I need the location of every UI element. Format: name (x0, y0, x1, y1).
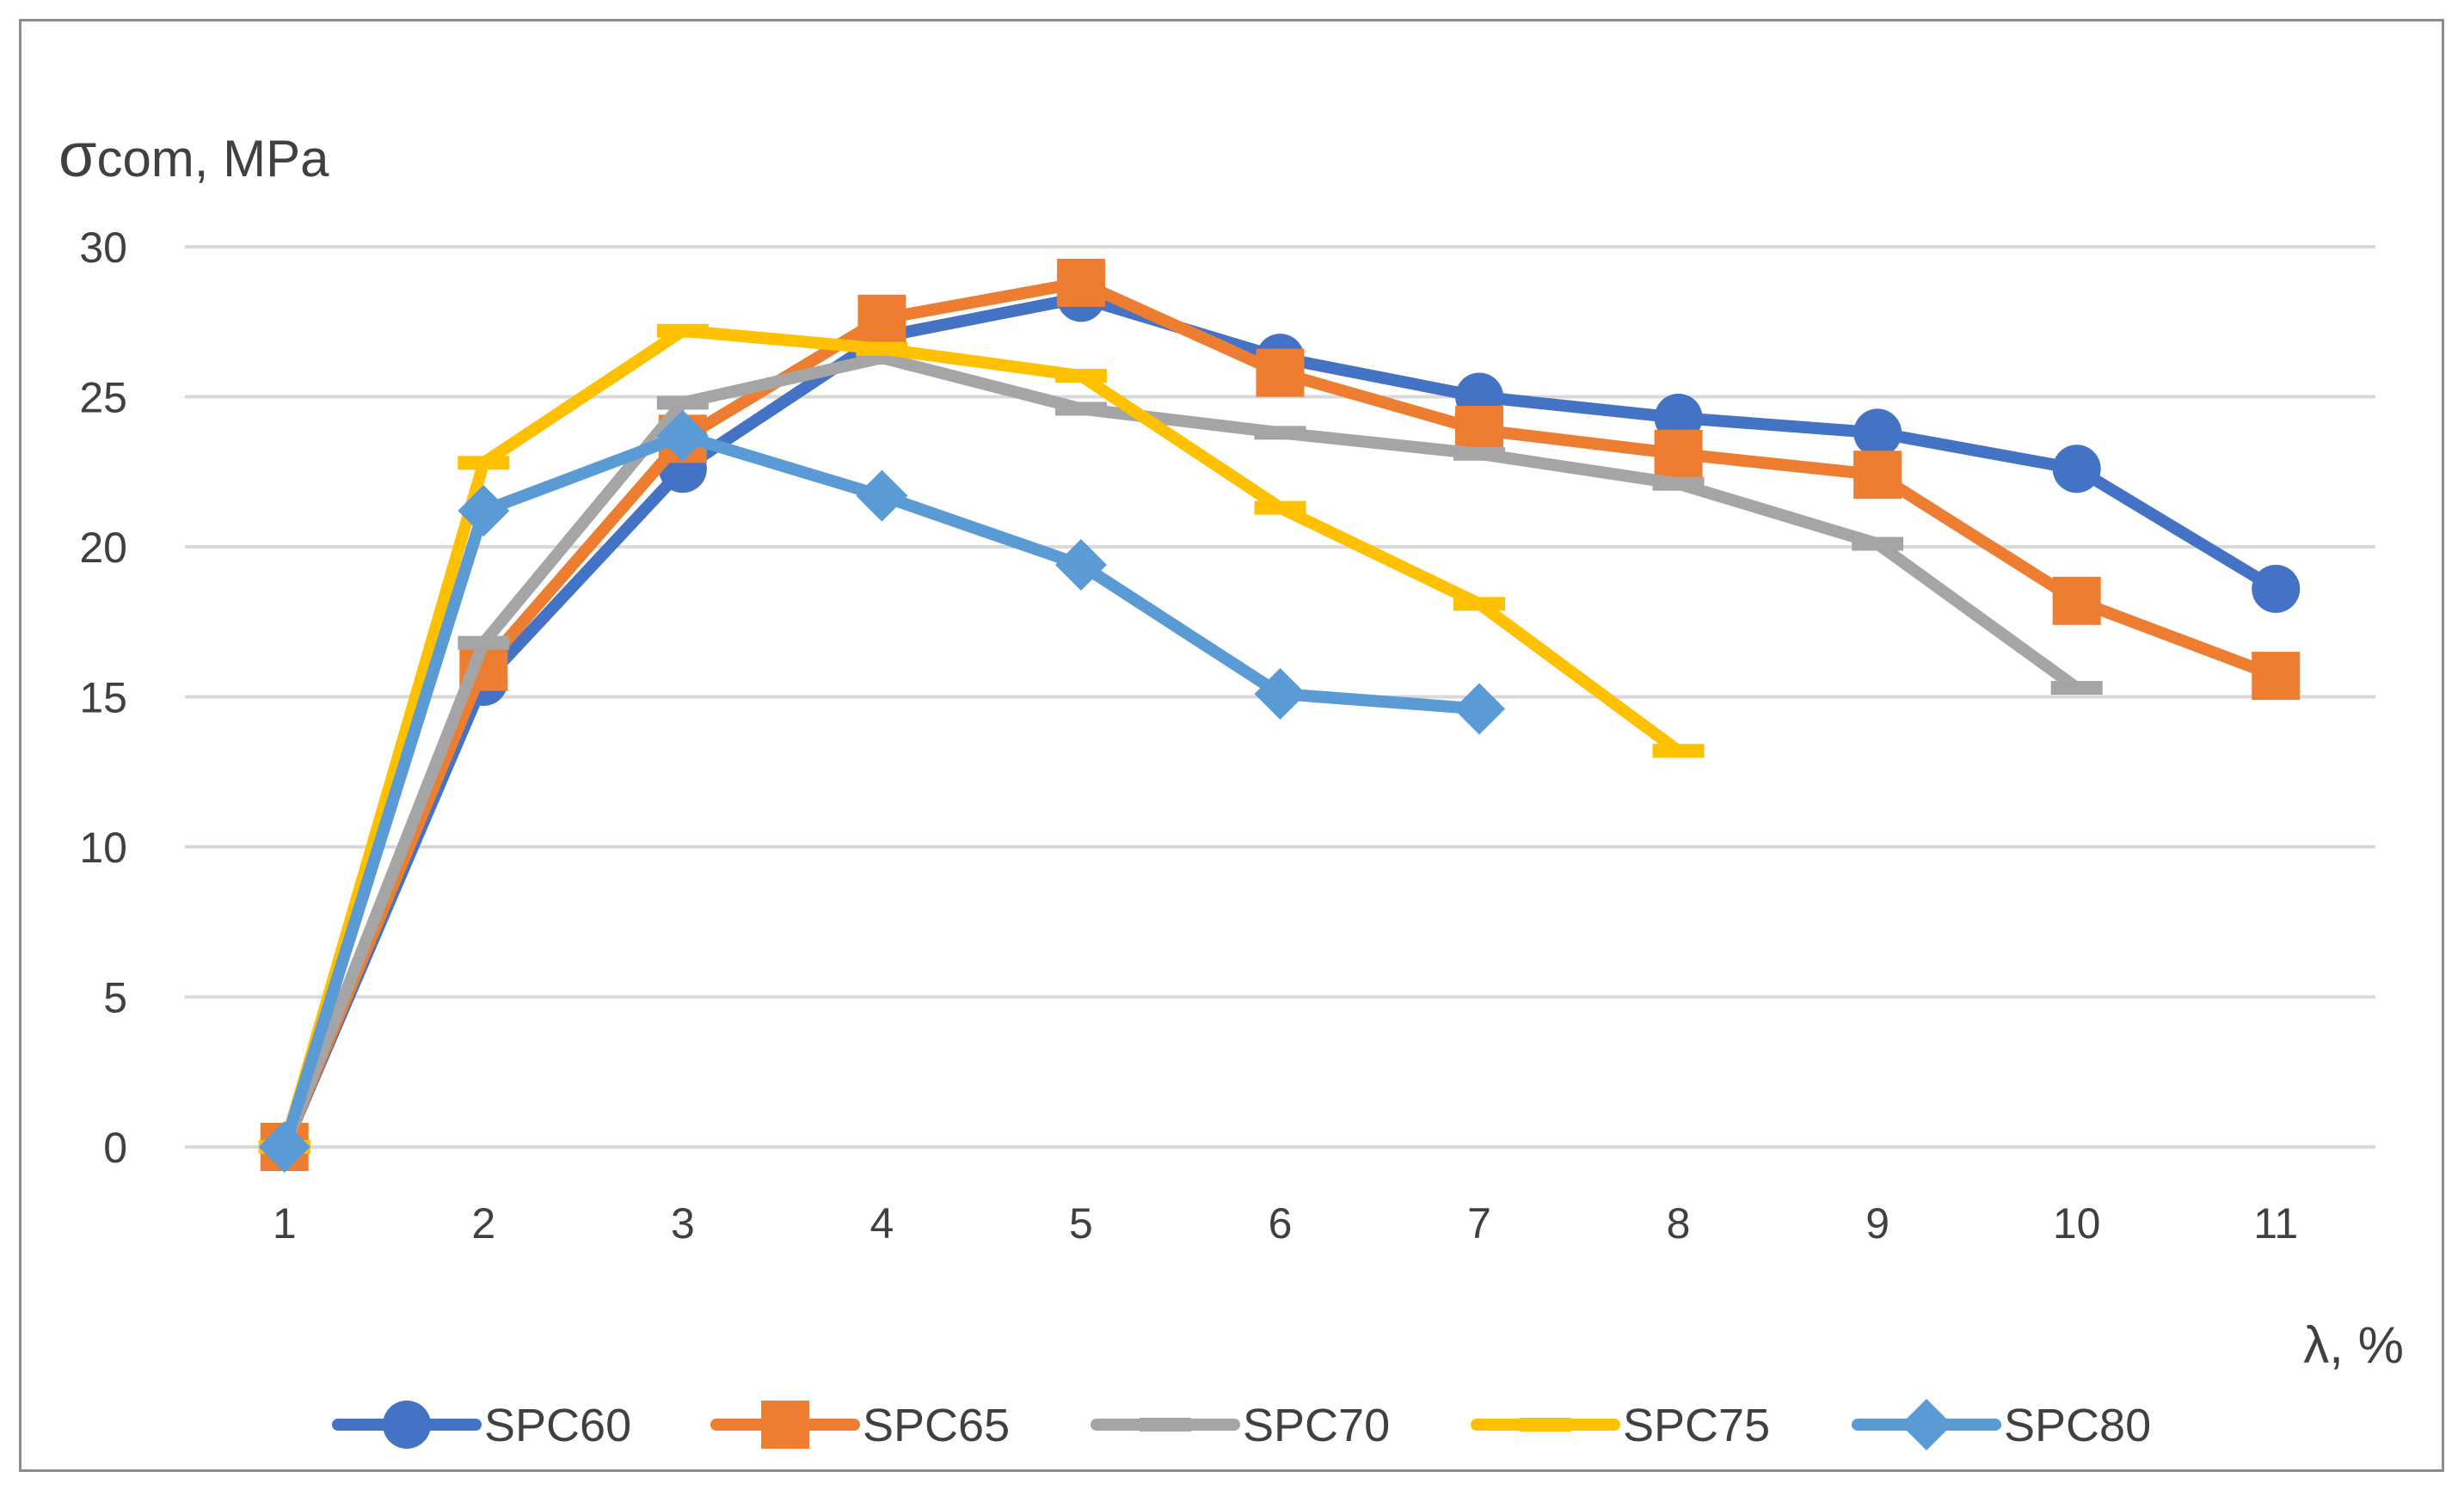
legend-item-spc65: SPC65 (710, 1400, 1010, 1451)
data-point-spc80-x1 (258, 1121, 310, 1173)
data-point-spc65-x6 (1256, 348, 1305, 397)
legend-label-spc80: SPC80 (2004, 1400, 2151, 1451)
data-point-spc65-x9 (1853, 451, 1902, 500)
data-point-spc70-x9 (1852, 536, 1904, 551)
y-tick-label-0: 0 (103, 1124, 127, 1172)
y-axis-symbol: σ (58, 121, 96, 190)
legend-label-spc60: SPC60 (484, 1400, 631, 1451)
series-line-spc70 (278, 352, 2083, 1153)
data-point-spc70-x8 (1652, 476, 1705, 491)
legend-item-spc80: SPC80 (1852, 1399, 2151, 1451)
y-tick-label-25: 25 (79, 374, 127, 422)
data-point-spc80-x3 (656, 409, 709, 462)
x-axis-title: λ, % (2303, 1316, 2404, 1374)
legend-label-spc70: SPC70 (1243, 1400, 1390, 1451)
x-tick-label-3: 3 (671, 1199, 695, 1248)
data-point-spc80-x2 (458, 485, 510, 537)
y-tick-labels: 0 5 10 15 20 25 30 (79, 224, 127, 1172)
x-tick-label-1: 1 (273, 1199, 297, 1248)
legend-marker-spc75 (1520, 1418, 1571, 1432)
data-point-spc65-x11 (2252, 652, 2301, 701)
x-tick-label-5: 5 (1069, 1199, 1093, 1248)
x-tick-label-4: 4 (870, 1199, 894, 1248)
legend-label-spc65: SPC65 (863, 1400, 1010, 1451)
data-point-spc70-x5 (1054, 402, 1107, 416)
series-layer (258, 258, 2301, 1173)
x-tick-label-7: 7 (1467, 1199, 1491, 1248)
legend-marker-spc65 (761, 1401, 809, 1449)
x-tick-label-10: 10 (2053, 1199, 2101, 1248)
y-axis-subscript: com (96, 130, 194, 187)
data-point-spc75-x5 (1054, 369, 1107, 383)
y-tick-label-15: 15 (79, 674, 127, 722)
chart-frame (19, 19, 2444, 1472)
data-point-spc75-x2 (458, 456, 510, 470)
x-tick-label-9: 9 (1865, 1199, 1889, 1248)
data-point-spc70-x2 (458, 635, 510, 650)
legend-item-spc70: SPC70 (1091, 1400, 1390, 1451)
data-point-spc60-x10 (2052, 445, 2101, 494)
y-tick-label-10: 10 (79, 824, 127, 872)
legend-marker-spc70 (1140, 1418, 1191, 1432)
y-axis-unit: , MPa (194, 130, 329, 187)
data-point-spc65-x5 (1056, 258, 1105, 307)
data-point-spc70-x3 (656, 395, 709, 410)
x-tick-label-6: 6 (1269, 1199, 1293, 1248)
x-tick-label-8: 8 (1667, 1199, 1691, 1248)
data-point-spc65-x8 (1654, 429, 1703, 478)
series-spc70 (258, 351, 2103, 1154)
data-point-spc70-x6 (1254, 426, 1306, 440)
data-point-spc80-x4 (856, 469, 908, 522)
data-point-spc75-x3 (656, 323, 709, 338)
series-spc80 (258, 409, 1506, 1173)
data-point-spc75-x8 (1652, 744, 1705, 758)
data-point-spc80-x6 (1254, 668, 1306, 720)
x-tick-label-11: 11 (2253, 1199, 2298, 1248)
data-point-spc65-x7 (1455, 405, 1504, 454)
series-line-spc75 (278, 324, 1685, 1153)
legend-item-spc75: SPC75 (1471, 1400, 1770, 1451)
y-tick-label-30: 30 (79, 224, 127, 272)
data-point-spc75-x4 (856, 341, 908, 356)
data-point-spc60-x9 (1853, 408, 1902, 457)
y-tick-label-5: 5 (103, 974, 127, 1022)
x-tick-labels: 1 2 3 4 5 6 7 8 9 10 11 (273, 1199, 2298, 1248)
data-point-spc65-x4 (857, 294, 906, 343)
data-point-spc70-x7 (1453, 446, 1506, 461)
x-tick-label-2: 2 (471, 1199, 495, 1248)
legend-marker-spc60 (383, 1401, 431, 1449)
y-tick-label-20: 20 (79, 524, 127, 572)
data-point-spc80-x7 (1453, 683, 1506, 735)
legend: SPC60 SPC65 SPC70 SPC75 SPC80 (332, 1399, 2151, 1451)
data-point-spc75-x6 (1254, 500, 1306, 515)
data-point-spc70-x10 (2050, 681, 2103, 696)
y-axis-title: σcom, MPa (58, 121, 329, 190)
legend-marker-spc80 (1901, 1399, 1952, 1450)
data-point-spc60-x11 (2252, 564, 2301, 613)
data-point-spc65-x10 (2052, 576, 2101, 625)
series-line-spc60 (278, 291, 2283, 1153)
data-point-spc80-x5 (1054, 538, 1107, 591)
legend-item-spc60: SPC60 (332, 1400, 631, 1451)
data-point-spc75-x7 (1453, 597, 1506, 611)
legend-label-spc75: SPC75 (1623, 1400, 1770, 1451)
